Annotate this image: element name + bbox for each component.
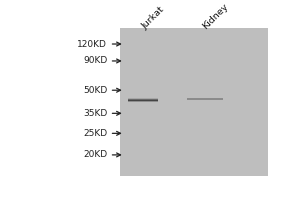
Text: 25KD: 25KD	[83, 129, 107, 138]
Text: 20KD: 20KD	[83, 150, 107, 159]
Text: 35KD: 35KD	[83, 109, 107, 118]
Bar	[120, 28, 268, 176]
Text: 120KD: 120KD	[77, 40, 107, 49]
Text: 90KD: 90KD	[83, 56, 107, 65]
Text: Jurkat: Jurkat	[140, 5, 166, 31]
Text: Kidney: Kidney	[201, 2, 230, 31]
Text: 50KD: 50KD	[83, 86, 107, 95]
